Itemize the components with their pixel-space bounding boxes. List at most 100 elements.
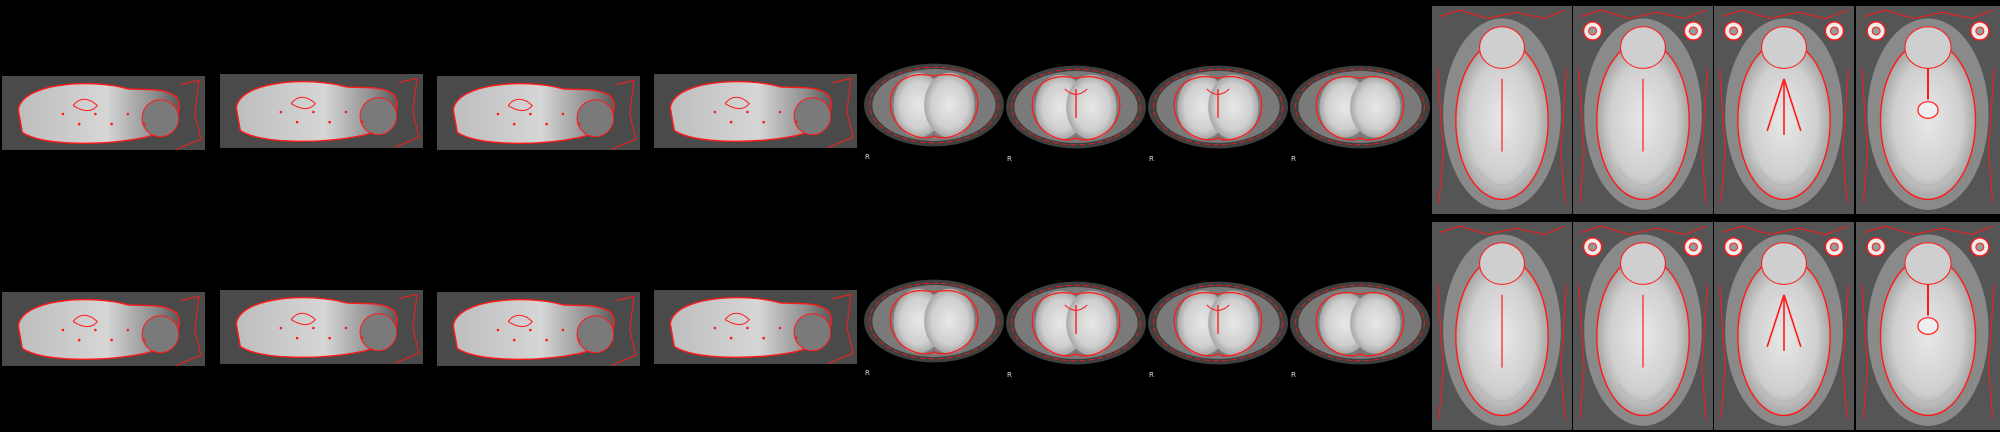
skull-outline [828, 77, 854, 148]
cerebellum [1900, 383, 1956, 404]
ventricle-outline [290, 312, 317, 326]
brain-outline [1315, 292, 1405, 357]
orientation-label: R [865, 153, 870, 161]
bottom-coronal-slice-4 [1290, 281, 1430, 365]
bottom-axial-slice-4 [1856, 222, 2000, 430]
cerebellum [359, 97, 398, 136]
eye-lens [1588, 242, 1598, 252]
overlay-fragment [794, 120, 798, 124]
overlay-fragment [545, 122, 548, 126]
right-hemisphere [1208, 74, 1259, 140]
eye-lens [1871, 26, 1881, 36]
overlay-fragment [142, 122, 146, 126]
skull-outline [1153, 68, 1283, 146]
eye-lens [1871, 242, 1881, 252]
right-hemisphere [924, 288, 975, 354]
overlay-fragment [94, 112, 97, 116]
ventricle-outline [72, 314, 99, 328]
cerebellum [141, 315, 180, 354]
overlay-fragment [762, 120, 765, 124]
ventricle-outline [72, 98, 99, 112]
top-coronal-slice-4 [1290, 65, 1430, 149]
overlay-fragment [126, 328, 130, 332]
ventricle-outline [1917, 317, 1939, 335]
overlay-fragment [577, 122, 581, 126]
eye-lens [1688, 26, 1698, 36]
overlay-fragment [94, 328, 97, 332]
overlay-fragment [344, 326, 348, 330]
brain-outline [452, 82, 615, 144]
bottom-sagittal-slice-3 [437, 292, 640, 366]
overlay-fragment [746, 326, 749, 330]
cerebellum [1475, 383, 1529, 404]
overlay-fragment [295, 120, 299, 124]
right-hemisphere [924, 72, 975, 138]
skull-outline [869, 66, 999, 144]
cerebellum [141, 99, 180, 138]
overlay-fragment [529, 112, 532, 116]
eye-lens [1688, 242, 1698, 252]
brain-outline [1315, 76, 1405, 141]
frontal-lobe [1479, 242, 1525, 285]
cerebellum [359, 313, 398, 352]
skull-outline [394, 77, 420, 148]
overlay-fragment [713, 110, 717, 114]
overlay-fragment [360, 120, 364, 124]
overlay-fragment [110, 338, 113, 342]
orientation-label: R [1007, 155, 1012, 163]
overlay-fragment [577, 338, 581, 342]
ventricle-outline [1766, 294, 1802, 351]
bottom-axial-slice-2 [1573, 222, 1713, 430]
skull-outline [1861, 9, 1995, 204]
top-sagittal-slice-2 [220, 74, 423, 148]
skull-outline [1011, 68, 1141, 146]
overlay-fragment [545, 338, 548, 342]
cerebellum [1616, 167, 1670, 188]
skull-outline [176, 295, 202, 366]
skull-outline [1295, 284, 1425, 362]
brain-outline [1031, 76, 1121, 141]
overlay-fragment [512, 338, 516, 342]
overlay-fragment [77, 338, 81, 342]
right-hemisphere [1350, 76, 1401, 138]
ventricle-outline [507, 314, 534, 328]
skull-outline [611, 79, 637, 150]
right-hemisphere [1208, 290, 1259, 356]
overlay-fragment [126, 112, 130, 116]
overlay-fragment [360, 336, 364, 340]
overlay-fragment [295, 336, 299, 340]
skull-outline [1719, 225, 1849, 420]
right-hemisphere [1066, 74, 1117, 140]
orientation-label: R [1291, 371, 1296, 379]
top-axial-slice-2 [1573, 6, 1713, 214]
cerebellum [793, 97, 832, 136]
skull-outline [869, 282, 999, 360]
right-hemisphere [1066, 290, 1117, 356]
overlay-fragment [778, 326, 782, 330]
overlay-fragment [713, 326, 717, 330]
brain-outline [235, 80, 398, 142]
overlay-fragment [794, 336, 798, 340]
eye-lens [1975, 26, 1985, 36]
orientation-label: R [1149, 155, 1154, 163]
brain-outline [452, 298, 615, 360]
overlay-fragment [512, 122, 516, 126]
eye-lens [1588, 26, 1598, 36]
skull-outline [394, 293, 420, 364]
frontal-lobe [1479, 26, 1525, 69]
overlay-fragment [344, 110, 348, 114]
overlay-fragment [110, 122, 113, 126]
brain-outline [17, 298, 180, 360]
brain-outline [1031, 292, 1121, 357]
brain-outline [889, 290, 979, 355]
skull-outline [1011, 284, 1141, 362]
skull-outline [1719, 9, 1849, 204]
ventricle-outline [290, 96, 317, 110]
overlay-fragment [142, 338, 146, 342]
overlay-fragment [328, 336, 331, 340]
overlay-fragment [529, 328, 532, 332]
ventricle-outline [507, 98, 534, 112]
top-sagittal-slice-1 [2, 76, 205, 150]
